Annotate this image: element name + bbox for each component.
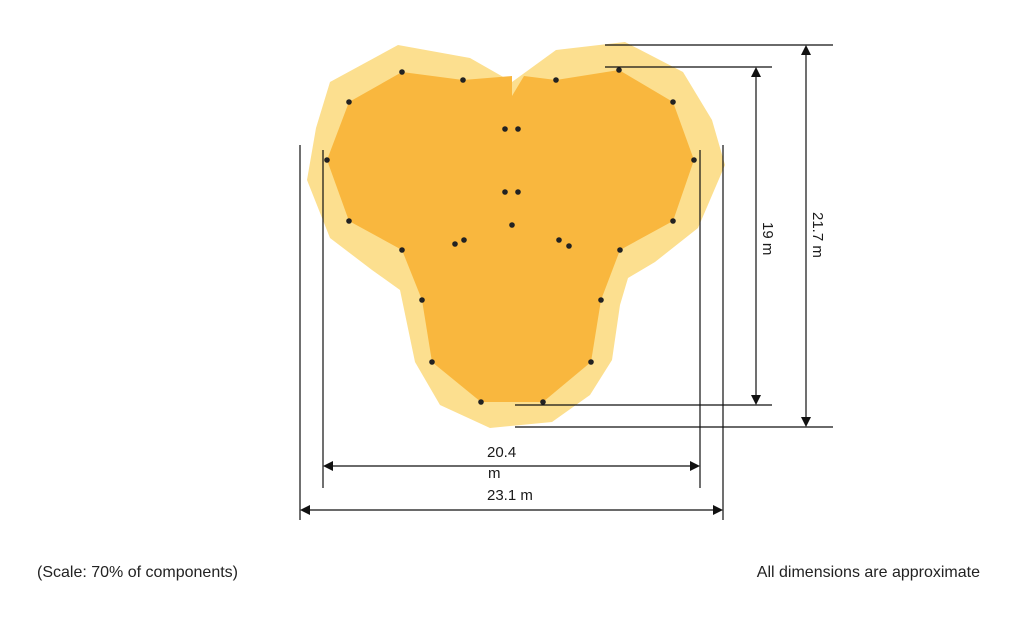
inner-height-label: 19 m bbox=[759, 222, 776, 255]
post-marker bbox=[540, 399, 546, 405]
post-marker bbox=[670, 218, 676, 224]
post-marker bbox=[566, 243, 572, 249]
post-marker bbox=[509, 222, 515, 228]
inner-width-arrow-right bbox=[690, 461, 700, 471]
post-marker bbox=[616, 67, 622, 73]
outer-height-label: 21.7 m bbox=[809, 212, 826, 258]
post-marker bbox=[460, 77, 466, 83]
post-marker bbox=[556, 237, 562, 243]
post-markers bbox=[324, 67, 697, 405]
post-marker bbox=[399, 247, 405, 253]
structure-area bbox=[327, 70, 694, 402]
scale-note: (Scale: 70% of components) bbox=[37, 564, 238, 581]
post-marker bbox=[670, 99, 676, 105]
outer-height-arrow-top bbox=[801, 45, 811, 55]
post-marker bbox=[502, 126, 508, 132]
post-marker bbox=[419, 297, 425, 303]
post-marker bbox=[452, 241, 458, 247]
approximate-dimensions-note: All dimensions are approximate bbox=[756, 564, 980, 581]
outer-height-arrow-bottom bbox=[801, 417, 811, 427]
outer-width-arrow-right bbox=[713, 505, 723, 515]
inner-height-arrow-top bbox=[751, 67, 761, 77]
post-marker bbox=[588, 359, 594, 365]
post-marker bbox=[502, 189, 508, 195]
post-marker bbox=[324, 157, 330, 163]
post-marker bbox=[515, 189, 521, 195]
post-marker bbox=[691, 157, 697, 163]
post-marker bbox=[429, 359, 435, 365]
post-marker bbox=[461, 237, 467, 243]
post-marker bbox=[478, 399, 484, 405]
inner-height-arrow-bottom bbox=[751, 395, 761, 405]
outer-width-arrow-left bbox=[300, 505, 310, 515]
post-marker bbox=[617, 247, 623, 253]
inner-width-arrow-left bbox=[323, 461, 333, 471]
post-marker bbox=[598, 297, 604, 303]
post-marker bbox=[515, 126, 521, 132]
post-marker bbox=[553, 77, 559, 83]
post-marker bbox=[346, 99, 352, 105]
post-marker bbox=[399, 69, 405, 75]
dimension-arrowheads bbox=[300, 45, 811, 515]
post-marker bbox=[346, 218, 352, 224]
inner-width-unit: m bbox=[488, 465, 501, 482]
inner-width-value: 20.4 bbox=[487, 444, 516, 461]
dimension-lines bbox=[299, 44, 833, 520]
outer-width-label: 23.1 m bbox=[487, 487, 533, 504]
